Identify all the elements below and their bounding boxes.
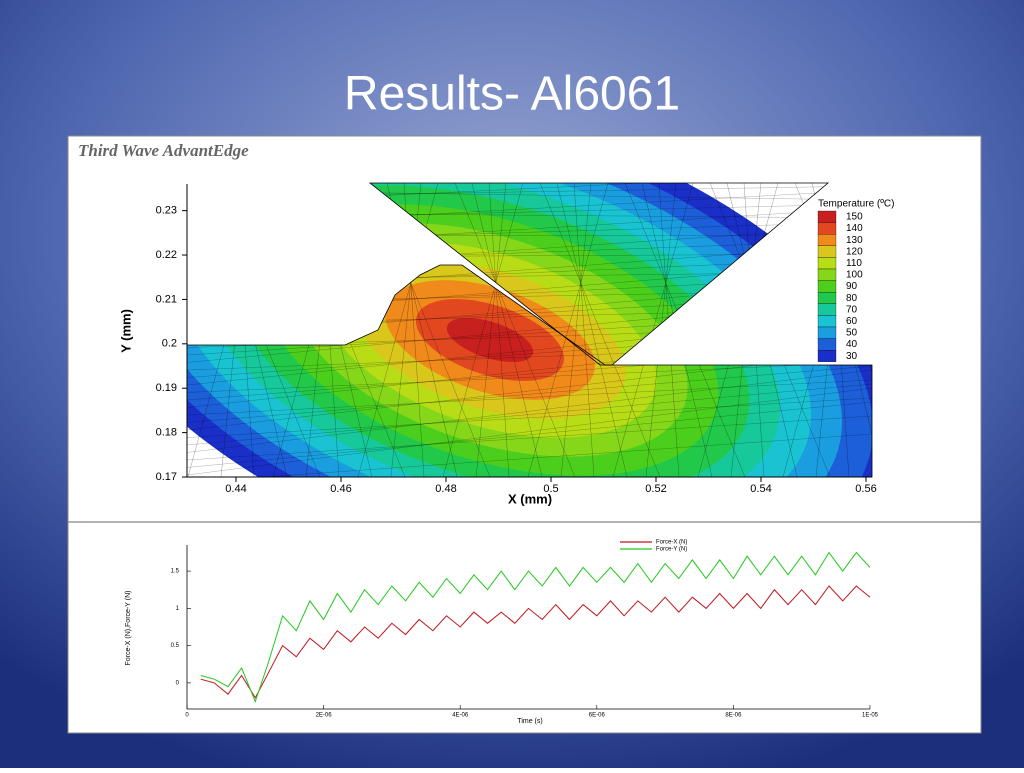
x-axis-label: X (mm) [508,491,552,506]
tool-outline [368,182,830,366]
colorbar-label: 140 [846,223,863,234]
colorbar-swatch [817,303,837,316]
mesh-line [454,183,576,477]
y-tick-label: 0.19 [156,382,177,394]
mesh-line [187,433,872,477]
legend-label: Force-X (N) [656,540,687,546]
x-tick-label: 0.52 [645,483,666,495]
colorbar-swatch [817,222,837,235]
y-axis-label: Y (mm) [118,309,133,353]
mesh-line [187,401,872,468]
x-tick-label: 6E-06 [589,713,606,719]
colorbar-label: 130 [846,235,863,246]
y-tick-label: 0.23 [156,205,177,217]
colorbar-label: 60 [846,316,858,327]
mesh-line [187,397,872,438]
colorbar-label: 100 [846,270,863,281]
y-tick-label: 1 [176,606,180,612]
colorbar-swatch [817,268,837,281]
mesh-line [527,183,609,477]
mesh-line [442,183,524,477]
y-tick-label: 0 [176,680,180,686]
software-label: Third Wave AdvantEdge [78,141,249,160]
colorbar-swatch [817,338,837,351]
colorbar-swatch [817,280,837,293]
force-plot: 0 2E-06 4E-06 6E-06 8E-06 1E-05 0 0.5 1 1.5 Time (… [125,540,879,725]
x-tick-label: 0.5 [543,483,558,495]
colorbar-label: 110 [846,258,862,269]
y-tick-label: 0.5 [171,643,180,649]
mesh-line [539,183,661,477]
colorbar-swatch [817,292,837,304]
y-tick-label: 0.22 [156,249,177,261]
mesh-line [187,387,872,476]
colorbar-label: 70 [846,304,858,315]
colorbar-label: 150 [846,212,863,223]
x-tick-label: 0.54 [750,483,771,495]
x-tick-label: 0.44 [225,483,246,495]
x-tick-label: 0.56 [855,483,876,495]
y-tick-label: 1.5 [171,569,180,575]
x-tick-label: 2E-06 [316,713,333,719]
x-tick-label: 0 [185,713,189,719]
x-tick-label: 0.46 [330,483,351,495]
legend-label: Force-Y (N) [656,547,687,553]
mesh-line [187,369,872,453]
x-tick-label: 1E-05 [862,713,879,719]
x-tick-label: 4E-06 [452,713,469,719]
colorbar-label: 90 [846,281,858,292]
mesh-line [560,183,592,477]
colorbar-swatch [817,315,837,328]
x-tick-label: 8E-06 [725,713,742,719]
mesh-line [187,383,872,446]
mesh-line [187,415,872,461]
mesh-line [187,361,872,393]
colorbar-swatch [817,257,837,270]
colorbar-label: 80 [846,293,858,304]
x-tick-label: 0.48 [435,483,456,495]
x-axis-label: Time (s) [517,718,542,725]
y-tick-label: 0.18 [156,427,177,439]
y-tick-label: 0.17 [156,471,177,483]
colorbar-label: 50 [846,328,858,339]
y-tick-label: 0.21 [156,293,177,305]
colorbar-label: 30 [846,351,858,362]
y-axis-label: Force-X (N),Force-Y (N) [125,591,132,666]
colorbar-swatch [817,350,837,362]
mesh-line [556,183,628,477]
colorbar-swatch [817,245,837,258]
mesh-line [488,183,510,477]
colorbar-swatch [817,210,837,223]
mesh-line [573,183,595,477]
colorbar-swatch [817,234,837,246]
mesh-line [187,365,872,423]
mesh-line [475,183,507,477]
mesh-line [471,183,543,477]
colorbar-title: Temperature (ºC) [818,199,894,210]
y-tick-label: 0.2 [162,338,177,350]
colorbar-label: 40 [846,339,858,350]
slide-title: Results- Al6061 [344,68,680,121]
force-line [200,585,871,699]
colorbar-swatch [817,326,837,339]
force-line [200,551,871,703]
colorbar-label: 120 [846,246,863,257]
